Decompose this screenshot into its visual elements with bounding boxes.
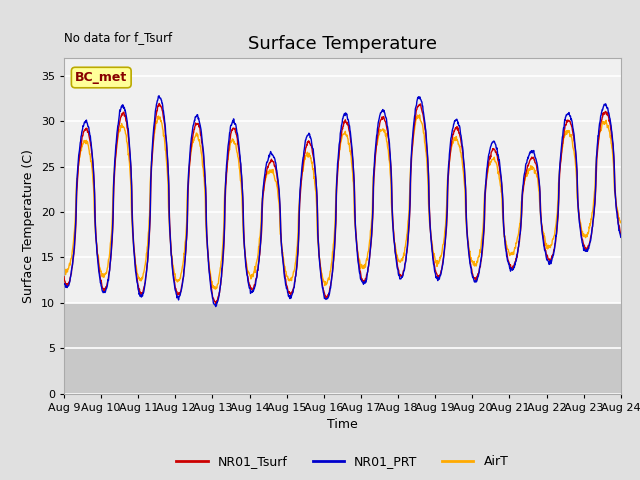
AirT (211, 286, 219, 292)
AirT (429, 252, 437, 258)
AirT (617, 219, 625, 225)
NR01_Tsurf (247, 285, 255, 290)
NR01_PRT (60, 281, 68, 287)
AirT (416, 112, 424, 118)
Text: No data for f_Tsurf: No data for f_Tsurf (64, 31, 172, 44)
X-axis label: Time: Time (327, 418, 358, 431)
NR01_Tsurf (171, 280, 179, 286)
Legend: NR01_Tsurf, NR01_PRT, AirT: NR01_Tsurf, NR01_PRT, AirT (172, 450, 513, 473)
NR01_Tsurf (156, 101, 163, 107)
NR01_PRT (171, 283, 179, 289)
Line: NR01_Tsurf: NR01_Tsurf (64, 104, 621, 303)
NR01_PRT (247, 288, 255, 294)
AirT (60, 262, 68, 268)
Line: AirT: AirT (64, 115, 621, 289)
NR01_Tsurf (184, 185, 192, 191)
Line: NR01_PRT: NR01_PRT (64, 96, 621, 307)
NR01_PRT (184, 177, 192, 183)
NR01_Tsurf (212, 300, 220, 306)
NR01_Tsurf (502, 248, 510, 254)
AirT (170, 270, 178, 276)
NR01_PRT (429, 261, 437, 267)
Title: Surface Temperature: Surface Temperature (248, 35, 437, 53)
AirT (552, 225, 559, 231)
AirT (184, 182, 191, 188)
NR01_PRT (552, 239, 559, 244)
NR01_Tsurf (552, 240, 559, 246)
NR01_Tsurf (617, 232, 625, 238)
NR01_PRT (502, 249, 510, 255)
AirT (246, 273, 254, 279)
AirT (502, 242, 510, 248)
NR01_PRT (156, 93, 163, 99)
Bar (64, 303, 621, 394)
NR01_Tsurf (429, 258, 437, 264)
NR01_Tsurf (60, 274, 68, 280)
NR01_PRT (212, 304, 220, 310)
Y-axis label: Surface Temperature (C): Surface Temperature (C) (22, 149, 35, 302)
Text: BC_met: BC_met (75, 71, 127, 84)
NR01_PRT (617, 234, 625, 240)
